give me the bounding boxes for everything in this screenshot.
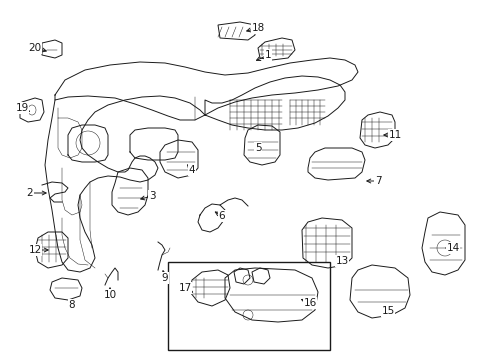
Text: 14: 14 — [446, 243, 459, 253]
Text: 3: 3 — [148, 191, 155, 201]
Text: 17: 17 — [178, 283, 191, 293]
Text: 9: 9 — [162, 273, 168, 283]
Text: 12: 12 — [28, 245, 41, 255]
Text: 15: 15 — [381, 306, 394, 316]
Text: 20: 20 — [28, 43, 41, 53]
Text: 5: 5 — [254, 143, 261, 153]
Text: 19: 19 — [15, 103, 29, 113]
Text: 11: 11 — [387, 130, 401, 140]
Text: 1: 1 — [264, 50, 271, 60]
Text: 13: 13 — [335, 256, 348, 266]
Text: 8: 8 — [68, 300, 75, 310]
Text: 7: 7 — [374, 176, 381, 186]
Text: 2: 2 — [27, 188, 33, 198]
Text: 18: 18 — [251, 23, 264, 33]
Bar — [168, 262, 329, 350]
Text: 16: 16 — [303, 298, 316, 308]
Text: 4: 4 — [188, 165, 195, 175]
Text: 10: 10 — [103, 290, 116, 300]
Text: 6: 6 — [218, 211, 225, 221]
